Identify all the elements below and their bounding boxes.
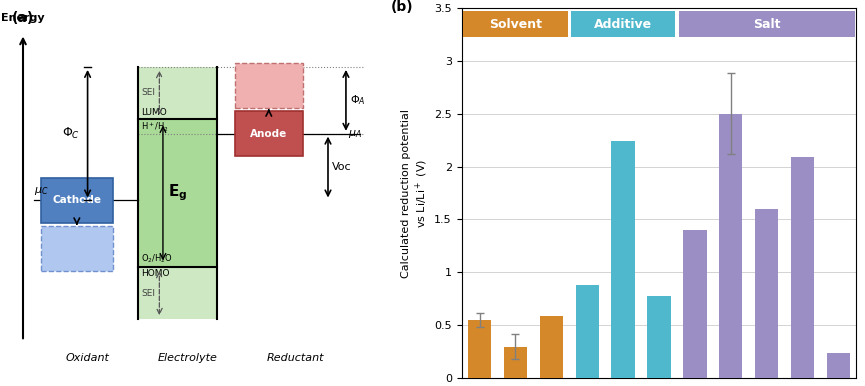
Text: Electrolyte: Electrolyte [158,354,218,364]
Bar [827,353,850,378]
Text: $\Phi_C$: $\Phi_C$ [62,126,80,141]
Bar [503,347,527,378]
Bar [464,11,567,37]
Bar [571,11,676,37]
Text: HOMO: HOMO [141,269,170,278]
Text: $\mu_C$: $\mu_C$ [34,185,48,197]
Text: Oxidant: Oxidant [66,354,110,364]
Text: SEI: SEI [141,88,156,97]
FancyBboxPatch shape [234,63,303,108]
Text: $\Phi_A$: $\Phi_A$ [349,93,365,107]
FancyBboxPatch shape [234,112,303,156]
Bar [575,285,599,378]
Bar [138,267,217,319]
Text: $\mu_A$: $\mu_A$ [348,128,362,140]
Bar [468,320,491,378]
Bar [647,296,670,378]
Text: O$_2$/H$_2$O: O$_2$/H$_2$O [141,253,173,265]
Text: SEI: SEI [141,289,156,298]
Bar [138,67,217,119]
Bar [791,157,814,378]
Text: $\mathbf{E_g}$: $\mathbf{E_g}$ [168,183,187,203]
Text: H$^+$/H$_2$: H$^+$/H$_2$ [141,121,170,134]
Y-axis label: Calculated reduction potential
vs Li/Li$^+$ (V): Calculated reduction potential vs Li/Li$… [401,108,430,278]
Text: (b): (b) [391,0,413,14]
Text: (a): (a) [12,12,35,25]
Text: Additive: Additive [594,18,652,30]
Text: Energy: Energy [1,12,45,22]
Text: LUMO: LUMO [141,108,167,117]
Bar [719,113,742,378]
Bar [683,230,707,378]
Text: Anode: Anode [250,129,287,139]
Bar [755,209,778,378]
Text: Salt: Salt [753,18,780,30]
Text: Voc: Voc [331,162,351,172]
FancyBboxPatch shape [41,226,112,271]
FancyBboxPatch shape [41,178,112,223]
Text: Cathode: Cathode [52,195,101,205]
Bar [679,11,855,37]
Bar [138,119,217,267]
Bar [612,141,635,378]
Text: Solvent: Solvent [489,18,542,30]
Text: Reductant: Reductant [267,354,324,364]
Bar [540,316,563,378]
